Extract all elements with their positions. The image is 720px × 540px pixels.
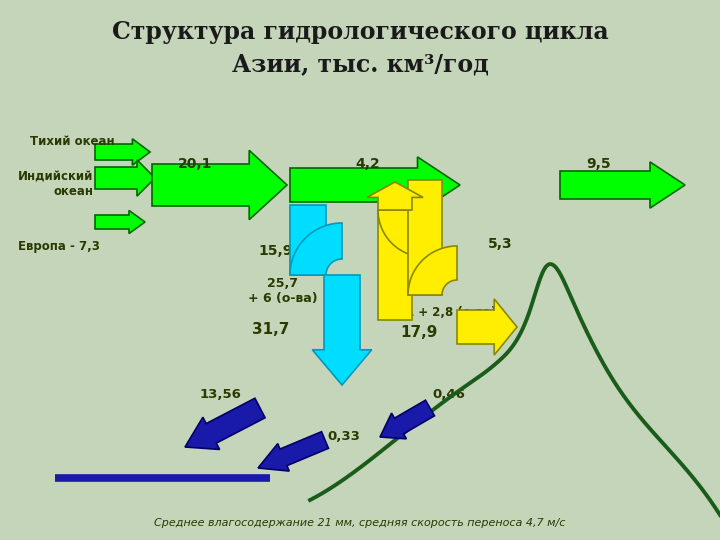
Polygon shape	[378, 210, 425, 257]
Text: Европа - 7,3: Европа - 7,3	[18, 240, 100, 253]
FancyBboxPatch shape	[408, 180, 442, 295]
Text: 0,33: 0,33	[327, 430, 360, 443]
Polygon shape	[152, 150, 287, 220]
Polygon shape	[560, 162, 685, 208]
Polygon shape	[290, 223, 342, 275]
Text: 0,46: 0,46	[432, 388, 465, 401]
Polygon shape	[457, 299, 517, 355]
Text: 25,7
+ 6 (о-ва): 25,7 + 6 (о-ва)	[248, 277, 318, 305]
Polygon shape	[312, 275, 372, 385]
Text: 20,1: 20,1	[178, 157, 212, 171]
Polygon shape	[185, 398, 265, 449]
Text: 17,9: 17,9	[400, 325, 437, 340]
Text: Структура гидрологического цикла: Структура гидрологического цикла	[112, 20, 608, 44]
Polygon shape	[258, 431, 328, 471]
Text: 5,3: 5,3	[488, 237, 513, 251]
Text: Индийский
океан: Индийский океан	[18, 170, 94, 198]
Text: 31,7: 31,7	[252, 322, 289, 337]
Text: 15,1 + 2,8 (о-ва): 15,1 + 2,8 (о-ва)	[385, 306, 496, 319]
Polygon shape	[367, 182, 423, 210]
FancyBboxPatch shape	[290, 205, 326, 275]
Polygon shape	[290, 157, 460, 213]
Polygon shape	[95, 211, 145, 233]
Text: 13,56: 13,56	[200, 388, 242, 401]
Text: Азии, тыс. км³/год: Азии, тыс. км³/год	[232, 52, 488, 76]
Text: 9,5: 9,5	[586, 157, 611, 171]
FancyBboxPatch shape	[378, 210, 412, 320]
Text: 4,2: 4,2	[355, 157, 379, 171]
Polygon shape	[380, 400, 434, 439]
Text: 9,8: 9,8	[393, 185, 418, 199]
Polygon shape	[408, 246, 457, 295]
Text: 15,9: 15,9	[258, 244, 292, 258]
Polygon shape	[95, 139, 150, 165]
Text: Тихий океан: Тихий океан	[30, 135, 114, 148]
Polygon shape	[95, 160, 155, 196]
Text: Среднее влагосодержание 21 мм, средняя скорость переноса 4,7 м/с: Среднее влагосодержание 21 мм, средняя с…	[154, 518, 566, 528]
